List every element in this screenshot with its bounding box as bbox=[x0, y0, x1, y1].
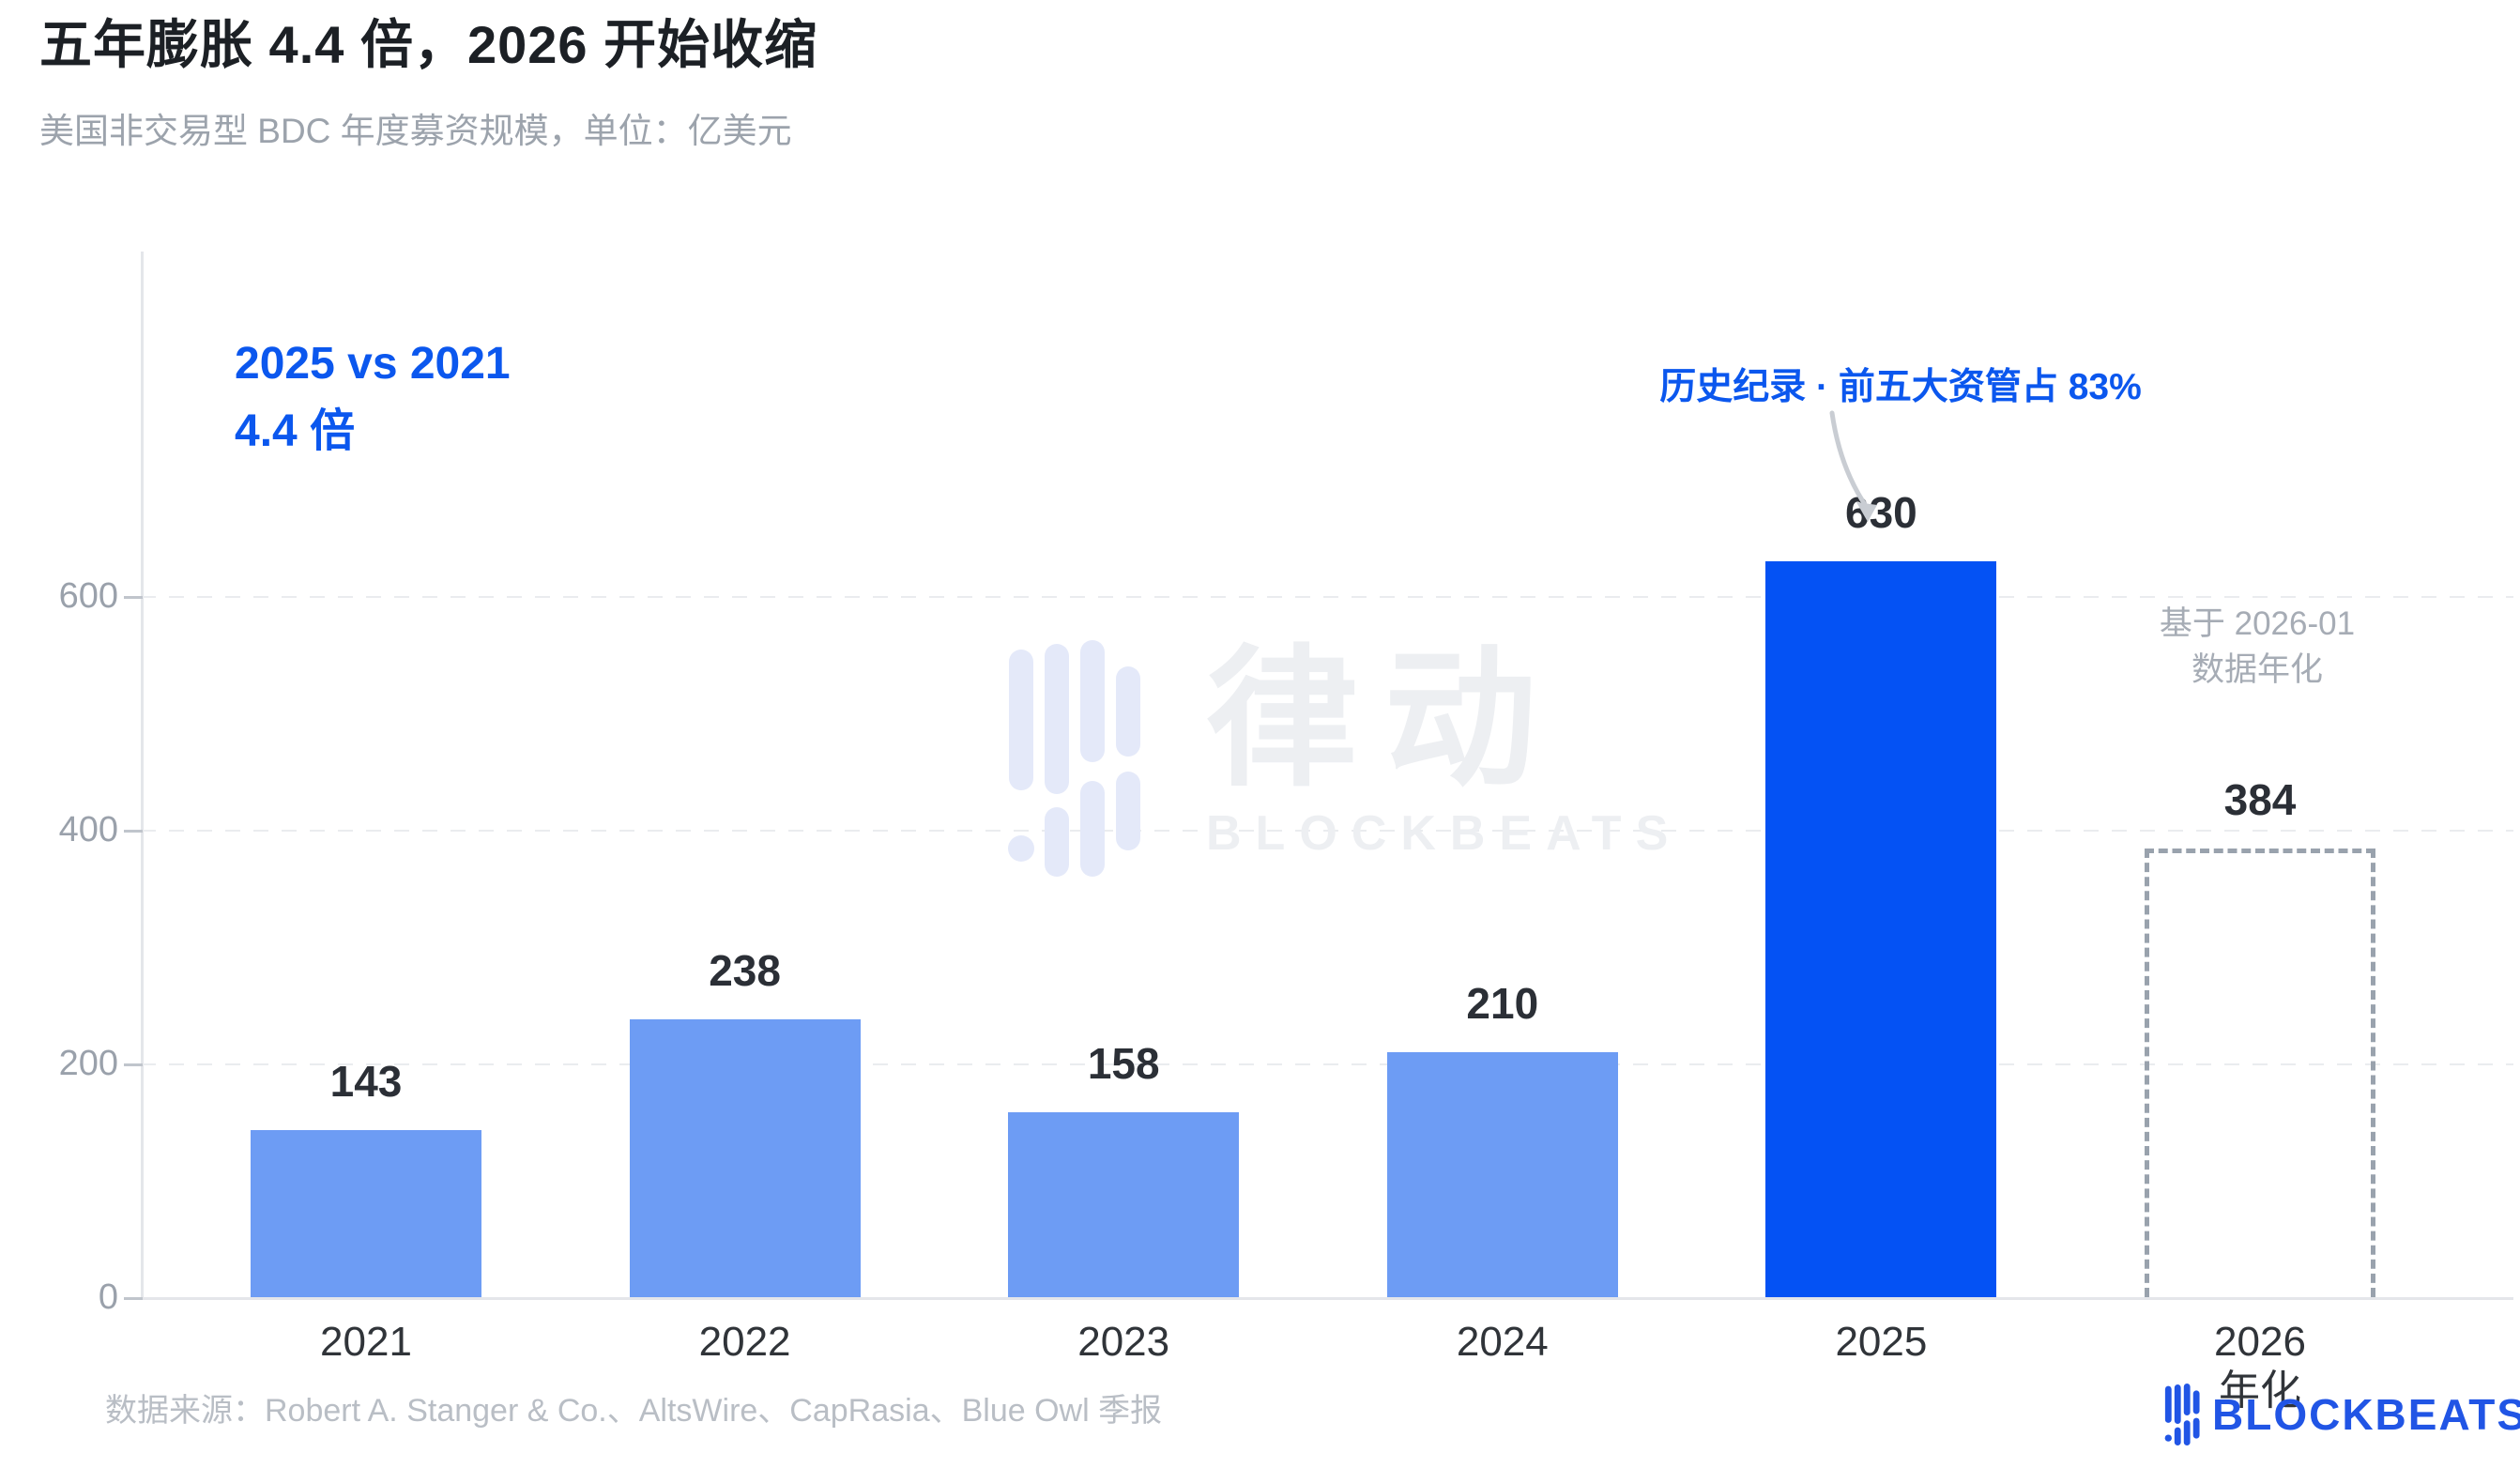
annualized-line1: 基于 2026-01 bbox=[2159, 605, 2356, 642]
x-label-year-2024: 2024 bbox=[1456, 1319, 1549, 1365]
watermark-text: 律动 BLOCKBEATS bbox=[1206, 635, 1683, 861]
page-subtitle: 美国非交易型 BDC 年度募资规模，单位：亿美元 bbox=[39, 112, 792, 150]
page-title: 五年膨胀 4.4 倍，2026 开始收缩 bbox=[39, 15, 818, 74]
bar-2022 bbox=[629, 1019, 861, 1297]
comparison-annotation: 2025 vs 2021 4.4 倍 bbox=[235, 330, 511, 466]
y-tick-mark-400 bbox=[124, 830, 143, 833]
x-label-year-2021: 2021 bbox=[320, 1319, 412, 1365]
x-label-2026: 2026 年化 bbox=[2072, 1318, 2448, 1415]
x-label-year-2023: 2023 bbox=[1077, 1319, 1170, 1365]
y-tick-label-400: 400 bbox=[58, 810, 118, 849]
watermark: 律动 BLOCKBEATS bbox=[1007, 640, 1682, 877]
x-label-2025: 2025 bbox=[1693, 1318, 2069, 1367]
watermark-en: BLOCKBEATS bbox=[1206, 806, 1683, 861]
data-source: 数据来源：Robert A. Stanger & Co.、AltsWire、Ca… bbox=[105, 1393, 1163, 1429]
gridline-200 bbox=[141, 1063, 2513, 1065]
y-tick-mark-200 bbox=[124, 1063, 143, 1066]
y-tick-mark-600 bbox=[124, 596, 143, 599]
x-label-2021: 2021 bbox=[178, 1318, 554, 1367]
bar-2023 bbox=[1008, 1112, 1240, 1297]
x-label-2024: 2024 bbox=[1315, 1318, 1690, 1367]
bar-2026 bbox=[2145, 849, 2375, 1297]
comparison-line2: 4.4 倍 bbox=[235, 406, 356, 456]
bar-2024 bbox=[1386, 1052, 1618, 1297]
y-tick-label-0: 0 bbox=[98, 1277, 118, 1317]
value-label-2023: 158 bbox=[1087, 1039, 1160, 1088]
x-label-year-2022: 2022 bbox=[698, 1319, 791, 1365]
gridline-600 bbox=[141, 596, 2513, 598]
blockbeats-logo-icon bbox=[2164, 1384, 2200, 1445]
blockbeats-watermark-icon bbox=[1008, 640, 1140, 877]
value-label-2026: 384 bbox=[2223, 775, 2297, 824]
bar-2025 bbox=[1765, 561, 1997, 1297]
value-label-2022: 238 bbox=[709, 946, 781, 995]
bar-2021 bbox=[251, 1130, 481, 1297]
footer-logo: BLOCKBEATS bbox=[2163, 1384, 2520, 1445]
value-label-2021: 143 bbox=[329, 1057, 403, 1106]
annotation-arrow bbox=[1829, 410, 1877, 522]
x-axis-line bbox=[141, 1297, 2513, 1300]
x-label-year-2026: 2026 bbox=[2214, 1319, 2306, 1365]
x-sublabel-2026: 年化 bbox=[2219, 1368, 2301, 1414]
x-label-2022: 2022 bbox=[557, 1318, 933, 1367]
footer-logo-text: BLOCKBEATS bbox=[2212, 1390, 2520, 1439]
annualized-line2: 数据年化 bbox=[2191, 651, 2323, 688]
x-label-year-2025: 2025 bbox=[1835, 1319, 1928, 1365]
x-label-2023: 2023 bbox=[936, 1318, 1311, 1367]
gridline-400 bbox=[141, 830, 2513, 832]
y-tick-label-200: 200 bbox=[58, 1044, 118, 1083]
comparison-line1: 2025 vs 2021 bbox=[235, 339, 511, 389]
y-tick-label-600: 600 bbox=[58, 576, 118, 616]
record-annotation: 历史纪录 · 前五大资管占 83% bbox=[1659, 367, 2142, 407]
value-label-2024: 210 bbox=[1466, 979, 1539, 1028]
annualized-annotation: 基于 2026-01 数据年化 bbox=[2069, 601, 2445, 693]
y-axis-line bbox=[141, 252, 144, 1300]
y-tick-mark-0 bbox=[124, 1297, 143, 1300]
watermark-cn: 律动 bbox=[1206, 635, 1563, 804]
